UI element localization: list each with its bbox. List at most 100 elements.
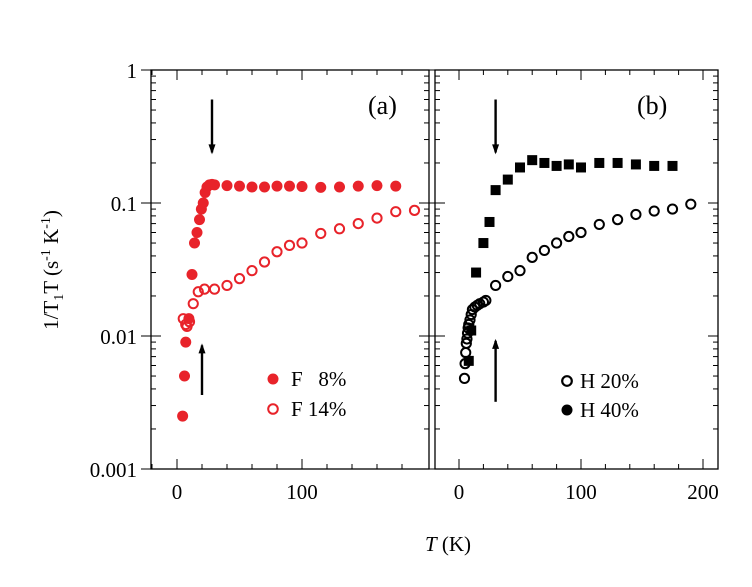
data-point	[466, 325, 477, 336]
data-point	[490, 185, 501, 196]
data-point	[371, 180, 383, 192]
legend-b-marker-filled	[561, 404, 573, 416]
data-point	[315, 181, 327, 193]
arrow-head	[492, 144, 500, 155]
y-tick-label-1: 1	[127, 59, 138, 83]
data-point	[390, 180, 402, 192]
data-point	[208, 283, 221, 295]
data-point	[484, 216, 495, 227]
y-axis-title-after: T (s	[39, 261, 63, 294]
data-point	[271, 180, 283, 192]
data-point	[183, 316, 196, 328]
x-tick-label-a-100: 100	[286, 480, 318, 504]
data-point	[187, 298, 199, 310]
legend-b-marker-open	[561, 375, 573, 387]
data-point	[186, 269, 198, 281]
x-tick-label-b-200: 200	[687, 480, 719, 504]
panel-a-label: (a)	[368, 91, 397, 120]
data-point	[246, 265, 258, 277]
arrow-head	[198, 343, 206, 354]
data-point	[514, 265, 526, 277]
data-point	[666, 203, 679, 215]
y-axis-title-base: 1/T	[39, 301, 63, 330]
data-point	[471, 299, 483, 311]
data-point	[563, 159, 574, 170]
data-point	[471, 267, 482, 278]
data-point	[221, 279, 233, 292]
data-point	[502, 270, 514, 283]
y-axis-title-exp1: -1	[39, 249, 54, 261]
data-point	[515, 162, 525, 173]
data-point	[667, 160, 678, 171]
legend-b-label-1: H 20%	[580, 369, 639, 393]
y-axis-title-close: )	[39, 210, 63, 217]
data-point	[685, 198, 697, 210]
data-point	[352, 218, 364, 230]
data-point	[191, 227, 203, 239]
y-axis-title-exp2: -1	[39, 217, 54, 229]
x-tick-label-a-0: 0	[172, 480, 183, 504]
data-point	[296, 181, 308, 193]
y-tick-label-0.1: 0.1	[111, 192, 137, 216]
data-point	[527, 155, 538, 166]
data-point	[649, 160, 660, 171]
legend-a: F 8% F 14%	[267, 367, 346, 421]
data-point	[490, 279, 502, 292]
y-axis-title-mid: K	[39, 229, 63, 249]
data-point	[333, 223, 346, 235]
legend-b: H 20% H 40%	[561, 369, 639, 422]
data-point	[408, 204, 421, 216]
panel-b-frame	[434, 69, 719, 470]
panel-a-frame	[150, 69, 430, 470]
x-tick-label-b-0: 0	[454, 480, 465, 504]
data-point	[551, 160, 562, 171]
data-point	[259, 181, 270, 193]
data-point	[648, 205, 660, 217]
data-point	[594, 157, 605, 168]
data-point	[258, 256, 271, 268]
data-point	[296, 237, 308, 249]
data-point	[371, 212, 383, 224]
data-point	[334, 181, 345, 193]
legend-b-label-2: H 40%	[580, 398, 639, 422]
arrow-head	[208, 144, 216, 155]
y-tick-label-0.01: 0.01	[100, 325, 137, 349]
data-point	[612, 157, 623, 168]
legend-a-label-2: F 14%	[291, 397, 346, 421]
data-point	[458, 372, 471, 384]
data-point	[177, 410, 189, 422]
data-point	[209, 179, 220, 191]
y-axis-title-sub: 1	[52, 294, 67, 301]
data-point	[390, 206, 402, 218]
data-points	[177, 155, 697, 422]
data-point	[563, 230, 575, 243]
data-point	[463, 355, 474, 366]
legend-a-marker-filled	[267, 373, 279, 385]
arrow-head	[492, 338, 500, 349]
data-point	[478, 238, 489, 249]
data-point	[502, 174, 513, 185]
data-point	[197, 197, 209, 209]
data-point	[575, 226, 587, 239]
data-point	[189, 237, 200, 249]
legend-a-marker-open	[267, 403, 279, 415]
data-point	[315, 227, 327, 240]
data-point	[526, 251, 538, 263]
data-point	[246, 181, 258, 193]
y-tick-label-0.001: 0.001	[90, 458, 137, 482]
data-point	[194, 214, 205, 226]
data-point	[233, 273, 246, 285]
data-point	[192, 286, 204, 298]
x-axis-title: T (K)	[425, 532, 471, 556]
legend-a-label-1: F 8%	[291, 367, 346, 391]
data-point	[576, 162, 586, 173]
data-point	[612, 214, 624, 226]
data-point	[179, 370, 190, 382]
data-point	[464, 314, 476, 326]
x-tick-label-b-100: 100	[565, 480, 597, 504]
data-point	[283, 239, 296, 251]
data-point	[460, 337, 472, 349]
data-point	[630, 159, 641, 170]
x-axis-title-symbol: T	[425, 532, 438, 556]
